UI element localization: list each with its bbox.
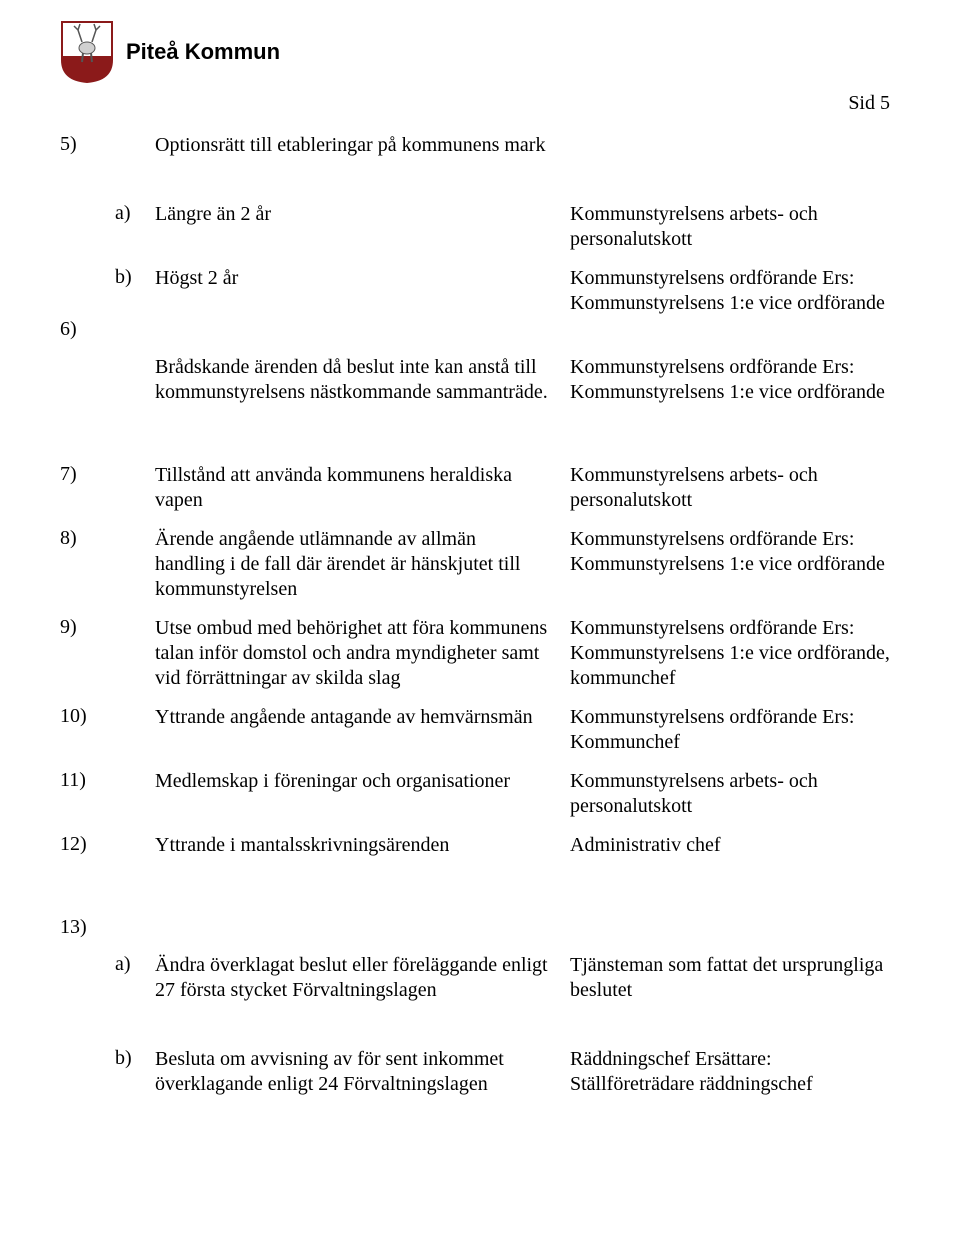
- org-name: Piteå Kommun: [126, 39, 280, 65]
- item-13a: a) Ändra överklagat beslut eller föreläg…: [60, 953, 900, 1003]
- spacer: [60, 1017, 900, 1047]
- item-12: 12) Yttrande i mantalsskrivningsärenden …: [60, 833, 900, 858]
- item-desc: Ändra överklagat beslut eller föreläggan…: [155, 953, 570, 1003]
- item-number: 6): [60, 266, 115, 341]
- item-number: 5): [60, 133, 115, 156]
- municipality-crest-icon: [60, 20, 114, 84]
- item-desc: Yttrande angående antagande av hemvärnsm…: [155, 705, 570, 730]
- item-11: 11) Medlemskap i föreningar och organisa…: [60, 769, 900, 819]
- header: Piteå Kommun: [60, 20, 900, 84]
- page: Piteå Kommun Sid 5 5) Optionsrätt till e…: [0, 0, 960, 1171]
- item-desc: Tillstånd att använda kommunens heraldis…: [155, 463, 570, 513]
- item-9: 9) Utse ombud med behörighet att föra ko…: [60, 616, 900, 691]
- item-7: 7) Tillstånd att använda kommunens heral…: [60, 463, 900, 513]
- item-desc: Högst 2 år: [155, 266, 570, 291]
- item-10: 10) Yttrande angående antagande av hemvä…: [60, 705, 900, 755]
- item-resp: Kommunstyrelsens arbets- och personaluts…: [570, 769, 900, 819]
- item-number: 10): [60, 705, 115, 728]
- item-number: 13): [60, 916, 115, 939]
- item-desc: Brådskande ärenden då beslut inte kan an…: [155, 355, 570, 405]
- item-5-header: 5) Optionsrätt till etableringar på komm…: [60, 133, 900, 158]
- sub-marker: a): [115, 202, 155, 225]
- item-number: 7): [60, 463, 115, 486]
- item-resp: Kommunstyrelsens ordförande Ers: Kommunc…: [570, 705, 900, 755]
- sub-marker: b): [115, 266, 155, 289]
- item-13-header: 13): [60, 916, 900, 939]
- item-number: 9): [60, 616, 115, 639]
- item-resp: Kommunstyrelsens ordförande Ers: Kommuns…: [570, 527, 900, 577]
- item-desc: Yttrande i mantalsskrivningsärenden: [155, 833, 570, 858]
- item-number: 8): [60, 527, 115, 550]
- item-resp: Kommunstyrelsens ordförande Ers: Kommuns…: [570, 616, 900, 691]
- spacer: [60, 872, 900, 916]
- sub-marker: a): [115, 953, 155, 976]
- item-resp: Kommunstyrelsens ordförande Ers: Kommuns…: [570, 266, 900, 316]
- item-desc: Medlemskap i föreningar och organisation…: [155, 769, 570, 794]
- item-resp: Kommunstyrelsens arbets- och personaluts…: [570, 463, 900, 513]
- spacer: [60, 419, 900, 463]
- spacer: [60, 172, 900, 202]
- item-6: Brådskande ärenden då beslut inte kan an…: [60, 355, 900, 405]
- item-6-number: 6): [60, 318, 115, 341]
- item-desc: Ärende angående utlämnande av allmän han…: [155, 527, 570, 602]
- item-resp: Räddningschef Ersättare: Ställföreträdar…: [570, 1047, 900, 1097]
- page-number: Sid 5: [60, 92, 900, 115]
- item-desc: Besluta om avvisning av för sent inkomme…: [155, 1047, 570, 1097]
- item-number: 12): [60, 833, 115, 856]
- item-resp: Tjänsteman som fattat det ursprungliga b…: [570, 953, 900, 1003]
- item-5b: 6) b) Högst 2 år Kommunstyrelsens ordför…: [60, 266, 900, 341]
- sub-marker: b): [115, 1047, 155, 1070]
- item-resp: Administrativ chef: [570, 833, 900, 858]
- item-5a: a) Längre än 2 år Kommunstyrelsens arbet…: [60, 202, 900, 252]
- item-desc: Längre än 2 år: [155, 202, 570, 227]
- item-number: 11): [60, 769, 115, 792]
- item-resp: Kommunstyrelsens arbets- och personaluts…: [570, 202, 900, 252]
- item-13b: b) Besluta om avvisning av för sent inko…: [60, 1047, 900, 1097]
- item-8: 8) Ärende angående utlämnande av allmän …: [60, 527, 900, 602]
- item-resp: Kommunstyrelsens ordförande Ers: Kommuns…: [570, 355, 900, 405]
- item-title: Optionsrätt till etableringar på kommune…: [155, 133, 570, 158]
- item-desc: Utse ombud med behörighet att föra kommu…: [155, 616, 570, 691]
